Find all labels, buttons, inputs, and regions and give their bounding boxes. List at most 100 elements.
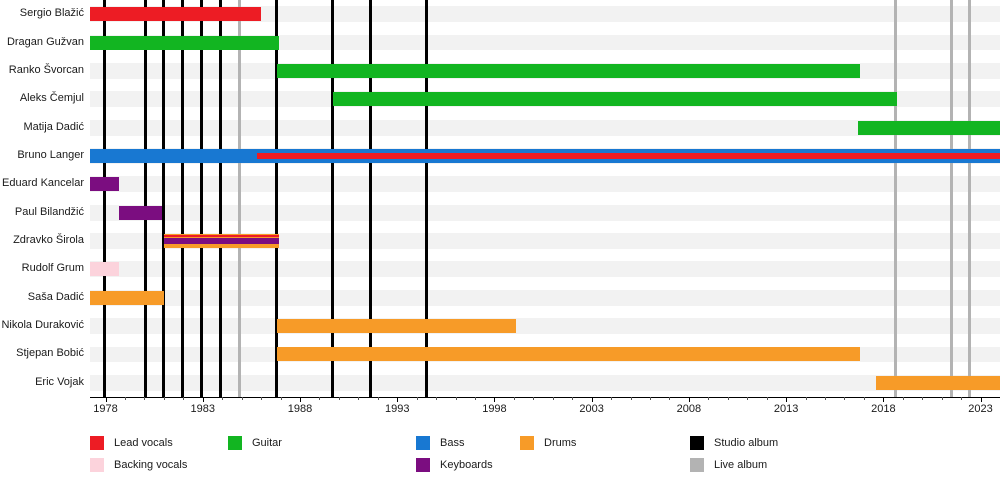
axis-tick-label: 1998 [482,403,507,415]
axis-minor-tick [747,397,749,400]
legend-label: Live album [714,458,768,471]
axis-minor-tick [455,397,457,400]
timeline-plot-area [90,0,1000,397]
row-background-band [90,204,1000,221]
axis-minor-tick [475,397,476,400]
axis-tick [786,397,788,402]
row-background-band [90,374,1000,391]
legend-label: Backing vocals [114,458,188,471]
legend-item: Drums [520,434,576,452]
axis-minor-tick [941,397,943,400]
membership-bar [119,205,162,220]
axis-minor-tick [319,397,321,400]
studio-album-marker-line [424,0,428,397]
axis-minor-tick [513,397,515,400]
live-album-marker-line [238,0,242,397]
member-name-label: Bruno Langer [17,148,84,161]
axis-tick [300,397,301,402]
studio-album-marker-line [200,0,204,397]
axis-minor-tick [163,397,165,400]
axis-minor-tick [902,397,904,400]
membership-bar [90,35,279,50]
axis-minor-tick [630,397,632,400]
membership-bar [333,92,897,107]
axis-minor-tick [844,397,846,400]
studio-album-marker-line [103,0,107,397]
live-album-marker-line [949,0,953,397]
studio-album-marker-line [143,0,147,397]
legend-item: Guitar [228,434,282,452]
row-background-band [90,318,1000,335]
legend-color-swatch [520,436,534,450]
year-axis: 1978 1983 1988 1993 1998 2003 2008 2013 2018 2023 [90,397,1000,423]
membership-bar [257,152,1000,159]
legend-color-swatch [90,436,104,450]
axis-tick-label: 2013 [773,403,799,415]
member-name-axis: Sergio Blažić Dragan Gužvan Ranko Švorcan A… [0,0,88,397]
axis-tick-label: 1978 [93,403,118,415]
membership-bar [858,120,1000,135]
membership-bar [163,238,279,245]
member-name-label: Dragan Gužvan [6,35,84,48]
member-name-label: Matija Dadić [23,120,84,133]
member-name-label: Paul Bilandžić [14,205,84,218]
axis-minor-tick [280,397,282,400]
axis-tick-label: 2023 [968,403,993,415]
axis-tick [980,397,982,402]
studio-album-marker-line [162,0,166,397]
member-name-label: Nikola Duraković [1,319,84,332]
membership-bar [276,319,516,334]
member-name-label: Aleks Čemjul [19,92,84,105]
membership-bar [163,235,279,238]
legend-label: Keyboards [440,458,493,471]
axis-minor-tick [611,397,613,400]
chart-legend: Lead vocals Backing vocals Guitar Bass Keybo… [0,432,1000,480]
axis-minor-tick [825,397,826,400]
axis-minor-tick [144,397,146,400]
axis-minor-tick [183,397,185,400]
axis-tick [591,397,593,402]
axis-minor-tick [533,397,535,400]
axis-tick [883,397,885,402]
membership-bar [875,375,1000,390]
studio-album-marker-line [368,0,372,397]
legend-item: Lead vocals [90,434,173,452]
axis-minor-tick [125,397,126,400]
axis-minor-tick [922,397,924,400]
axis-tick [397,397,399,402]
live-album-marker-line [893,0,897,397]
axis-tick [105,397,107,402]
axis-minor-tick [961,397,963,400]
axis-minor-tick [241,397,243,400]
axis-minor-tick [358,397,360,400]
row-background-band [90,176,1000,193]
legend-color-swatch [416,436,430,450]
membership-bar [90,7,262,22]
member-name-label: Eduard Kancelar [2,177,84,190]
membership-bar [90,290,164,305]
studio-album-marker-line [330,0,334,397]
membership-bar [90,262,120,277]
axis-tick-label: 1993 [384,403,410,415]
legend-color-swatch [690,458,704,472]
row-background-band [90,261,1000,278]
legend-label: Guitar [252,436,282,449]
member-name-label: Saša Dadić [27,290,84,303]
membership-bar [90,177,120,192]
axis-minor-tick [669,397,671,400]
axis-minor-tick [377,397,379,400]
member-name-label: Eric Vojak [35,375,84,388]
legend-color-swatch [228,436,242,450]
axis-minor-tick [650,397,651,400]
row-background-band [90,233,1000,249]
legend-label: Studio album [714,436,779,449]
axis-baseline [90,397,1000,398]
legend-item: Studio album [690,434,778,452]
row-background-band [90,34,1000,51]
axis-minor-tick [766,397,768,400]
legend-color-swatch [90,458,104,472]
axis-minor-tick [863,397,865,400]
axis-minor-tick [261,397,263,400]
axis-tick [494,397,496,402]
